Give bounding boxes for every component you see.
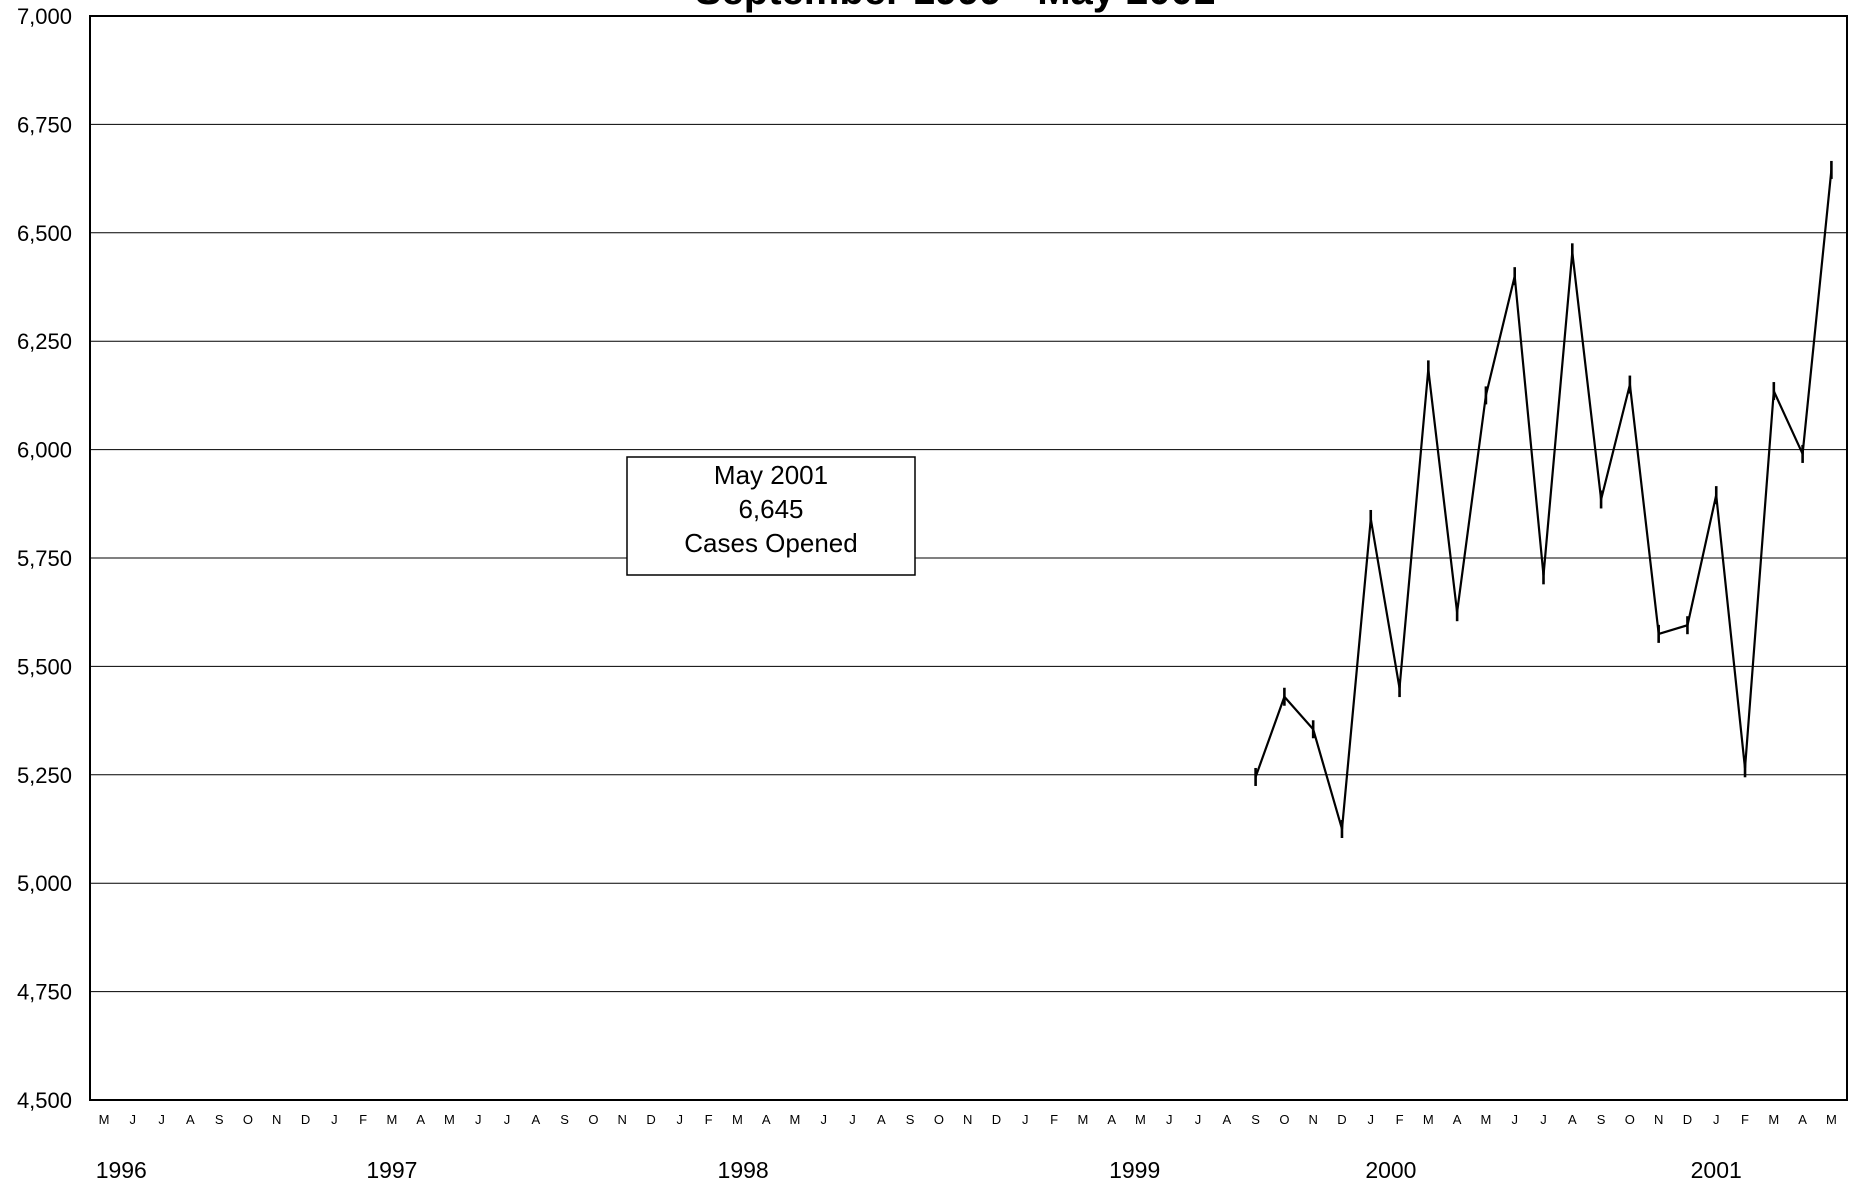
y-tick-label: 5,750	[17, 546, 72, 571]
month-tick-label: A	[186, 1112, 195, 1127]
series	[1254, 160, 1833, 838]
month-tick-label: D	[646, 1112, 655, 1127]
month-tick-label: J	[1540, 1112, 1547, 1127]
month-tick-label: A	[1568, 1112, 1577, 1127]
chart-title: September 1999 - May 2001	[695, 0, 1215, 13]
month-tick-label: N	[272, 1112, 281, 1127]
month-tick-label: D	[992, 1112, 1001, 1127]
month-tick-label: M	[1768, 1112, 1779, 1127]
plot-area	[89, 15, 1848, 1101]
month-tick-label: J	[504, 1112, 511, 1127]
y-tick-label: 6,500	[17, 221, 72, 246]
month-tick-label: A	[1107, 1112, 1116, 1127]
month-tick-label: M	[444, 1112, 455, 1127]
month-tick-label: J	[677, 1112, 684, 1127]
month-tick-label: O	[934, 1112, 944, 1127]
annotation-line-date: May 2001	[714, 460, 828, 490]
month-tick-label: M	[1480, 1112, 1491, 1127]
month-tick-label: O	[243, 1112, 253, 1127]
year-label: 1997	[366, 1157, 417, 1183]
month-tick-label: F	[705, 1112, 713, 1127]
annotation-box	[626, 456, 916, 576]
month-tick-label: A	[762, 1112, 771, 1127]
month-tick-label: S	[215, 1112, 224, 1127]
year-label: 2001	[1691, 1157, 1742, 1183]
month-tick-label: M	[386, 1112, 397, 1127]
month-tick-label: J	[158, 1112, 165, 1127]
month-tick-label: A	[877, 1112, 886, 1127]
month-tick-label: N	[1654, 1112, 1663, 1127]
month-tick-label: A	[1222, 1112, 1231, 1127]
month-tick-label: J	[1368, 1112, 1375, 1127]
month-tick-label: J	[331, 1112, 338, 1127]
month-tick-label: N	[1308, 1112, 1317, 1127]
y-tick-label: 4,500	[17, 1088, 72, 1113]
month-tick-label: J	[1713, 1112, 1720, 1127]
y-axis: 4,500 4,750 5,000 5,250 5,500 5,750 6,000 6,250…	[17, 4, 72, 1113]
month-tick-label: S	[906, 1112, 915, 1127]
month-tick-label: J	[1166, 1112, 1173, 1127]
month-tick-label: J	[1195, 1112, 1202, 1127]
month-tick-label: F	[1741, 1112, 1749, 1127]
annotation-callout: May 2001 6,645 Cases Opened	[626, 456, 916, 576]
year-label: 1996	[96, 1157, 147, 1183]
year-label: 1999	[1109, 1157, 1160, 1183]
gridlines	[90, 123, 1847, 993]
month-tick-label: O	[1279, 1112, 1289, 1127]
x-axis-years: 1996 1997 1998 1999 2000 2001	[96, 1157, 1742, 1183]
series-line	[1254, 169, 1833, 830]
month-tick-label: F	[359, 1112, 367, 1127]
month-tick-label: D	[301, 1112, 310, 1127]
annotation-line-label: Cases Opened	[684, 528, 857, 558]
month-tick-label: D	[1337, 1112, 1346, 1127]
month-tick-label: M	[99, 1112, 110, 1127]
y-tick-label: 6,250	[17, 329, 72, 354]
y-tick-label: 6,750	[17, 112, 72, 137]
month-tick-label: A	[1453, 1112, 1462, 1127]
y-tick-label: 6,000	[17, 438, 72, 463]
year-label: 1998	[718, 1157, 769, 1183]
month-tick-label: N	[963, 1112, 972, 1127]
year-label: 2000	[1365, 1157, 1416, 1183]
month-tick-label: S	[1251, 1112, 1260, 1127]
month-tick-label: M	[790, 1112, 801, 1127]
month-tick-label: M	[1077, 1112, 1088, 1127]
month-tick-label: N	[618, 1112, 627, 1127]
month-tick-label: S	[1597, 1112, 1606, 1127]
y-tick-label: 4,750	[17, 980, 72, 1005]
month-tick-label: A	[416, 1112, 425, 1127]
month-tick-label: J	[849, 1112, 856, 1127]
month-tick-label: F	[1396, 1112, 1404, 1127]
month-tick-label: O	[588, 1112, 598, 1127]
month-tick-label: D	[1683, 1112, 1692, 1127]
month-tick-label: J	[1022, 1112, 1029, 1127]
month-tick-label: J	[821, 1112, 828, 1127]
month-tick-label: M	[1423, 1112, 1434, 1127]
month-tick-label: A	[532, 1112, 541, 1127]
month-tick-label: S	[560, 1112, 569, 1127]
y-tick-label: 7,000	[17, 4, 72, 29]
y-tick-label: 5,250	[17, 763, 72, 788]
month-tick-label: F	[1050, 1112, 1058, 1127]
month-tick-label: M	[732, 1112, 743, 1127]
month-tick-label: J	[475, 1112, 482, 1127]
annotation-line-value: 6,645	[738, 494, 803, 524]
y-tick-label: 5,000	[17, 871, 72, 896]
month-tick-label: J	[1511, 1112, 1518, 1127]
y-tick-label: 5,500	[17, 654, 72, 679]
month-tick-label: M	[1135, 1112, 1146, 1127]
month-tick-label: A	[1798, 1112, 1807, 1127]
month-tick-label: J	[130, 1112, 137, 1127]
month-tick-label: O	[1625, 1112, 1635, 1127]
month-tick-label: M	[1826, 1112, 1837, 1127]
